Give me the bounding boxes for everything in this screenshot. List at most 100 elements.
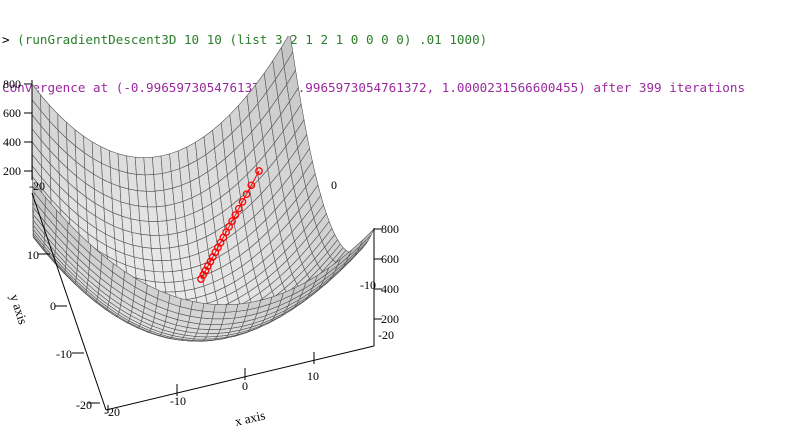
surface-facet: [127, 172, 138, 192]
surface-facet: [166, 218, 178, 236]
y-axis-line: [31, 192, 107, 411]
path-segment: [242, 193, 247, 203]
surface-facet: [126, 155, 137, 175]
surface-facet: [172, 269, 184, 283]
x-tick-label: -10: [170, 394, 186, 408]
surface-facet: [211, 311, 226, 320]
corner-label: -20: [378, 328, 394, 342]
surface-facet: [173, 280, 186, 293]
y-axis-label: y axis: [7, 292, 31, 326]
path-segment: [246, 185, 252, 195]
surface-facet: [129, 204, 141, 221]
surface-facet: [138, 205, 150, 222]
z-tick-label: 600: [3, 106, 21, 120]
repl-input-line[interactable]: > (runGradientDescent3D 10 10 (list 3 2 …: [2, 32, 745, 48]
surface-facet: [137, 190, 148, 208]
path-segment: [207, 261, 211, 267]
surface-facet: [150, 247, 163, 262]
path-point: [228, 217, 236, 225]
surface-facet: [144, 174, 156, 192]
path-point: [247, 181, 256, 190]
path-segment: [205, 265, 209, 271]
surface-facet: [117, 153, 129, 174]
surface-facet: [136, 174, 147, 192]
paraboloid-surface-mesh: [31, 36, 375, 342]
z-ticks-right: 800 600 400 200: [374, 222, 399, 326]
z-tick-label: 200: [381, 312, 399, 326]
surface-facet: [359, 228, 375, 247]
surface-facet: [152, 155, 163, 175]
surface-facet: [153, 271, 165, 283]
path-segment: [238, 201, 243, 209]
y-tick-label: -10: [56, 347, 72, 361]
surface-facet: [149, 234, 161, 249]
surface-facet: [118, 170, 130, 190]
x-tick-label: -20: [104, 405, 120, 419]
axis-lines: [31, 80, 375, 411]
surface-facet: [224, 303, 239, 313]
surface-facet: [156, 205, 168, 222]
path-segment: [209, 256, 214, 262]
surface-facet: [144, 269, 156, 283]
path-point: [242, 190, 251, 199]
x-axis-line: [105, 345, 375, 411]
surface-facet: [139, 220, 151, 236]
surface-facet: [147, 206, 159, 222]
surface-facet: [154, 189, 166, 208]
repl-output: > (runGradientDescent3D 10 10 (list 3 2 …: [2, 0, 745, 112]
path-point: [255, 167, 263, 175]
gradient-descent-path: [197, 167, 263, 283]
surface-facet: [134, 156, 146, 176]
surface-facet: [223, 311, 237, 320]
path-point: [234, 204, 243, 213]
path-point: [238, 197, 247, 206]
surface-facet: [179, 256, 192, 271]
x-tick-label: 0: [242, 379, 248, 393]
corner-label: -10: [360, 278, 376, 292]
surface-facet: [152, 259, 164, 273]
path-point: [199, 270, 208, 279]
path-point: [231, 211, 240, 219]
surface-facet: [140, 233, 152, 249]
corner-label: 0: [331, 178, 337, 192]
z-ticks-left: 800 600 400 200: [3, 77, 32, 178]
surface-facet: [160, 247, 172, 262]
z-tick-label: 400: [3, 135, 21, 149]
surface-facet: [145, 190, 157, 208]
surface-facet: [200, 310, 215, 320]
surface-facet: [161, 259, 173, 273]
z-tick-label: 800: [3, 77, 21, 91]
surface-facet: [158, 234, 170, 249]
path-segment: [202, 270, 207, 276]
surface-facet: [202, 303, 216, 313]
z-tick-label: 200: [3, 164, 21, 178]
surface-facet: [143, 156, 155, 176]
x-tick-label: 10: [307, 369, 319, 383]
surface-facet: [164, 203, 177, 222]
y-ticks: 10 0 -10 -20: [27, 248, 100, 412]
path-point: [197, 275, 205, 283]
surface-facet: [148, 221, 160, 236]
z-tick-label: 800: [381, 222, 399, 236]
surface-facet: [128, 188, 140, 207]
repl-result: Convergence at (-0.9965973054761372, -0.…: [2, 80, 746, 95]
x-axis-label: x axis: [233, 407, 266, 429]
surface-facet: [170, 258, 183, 272]
surface-facet: [130, 218, 142, 235]
path-segment: [200, 274, 204, 280]
path-point: [201, 266, 210, 275]
surface-facet: [164, 281, 176, 293]
surface-facet: [213, 304, 228, 313]
3d-surface-plot[interactable]: 800 600 400 200 800 600 400 200 -20 -10 …: [0, 36, 798, 433]
y-tick-label: 10: [27, 248, 39, 262]
repl-command[interactable]: (runGradientDescent3D 10 10 (list 3 2 1 …: [17, 32, 488, 47]
surface-facet: [208, 324, 223, 330]
surface-facet: [190, 301, 205, 312]
surface-facet: [142, 258, 155, 272]
z-tick-label: 600: [381, 252, 399, 266]
corner-label: -20: [29, 179, 45, 193]
surface-facet: [141, 246, 153, 261]
x-ticks: -20 -10 0 10: [104, 352, 319, 419]
surface-facet: [207, 329, 221, 334]
path-point: [204, 262, 212, 270]
